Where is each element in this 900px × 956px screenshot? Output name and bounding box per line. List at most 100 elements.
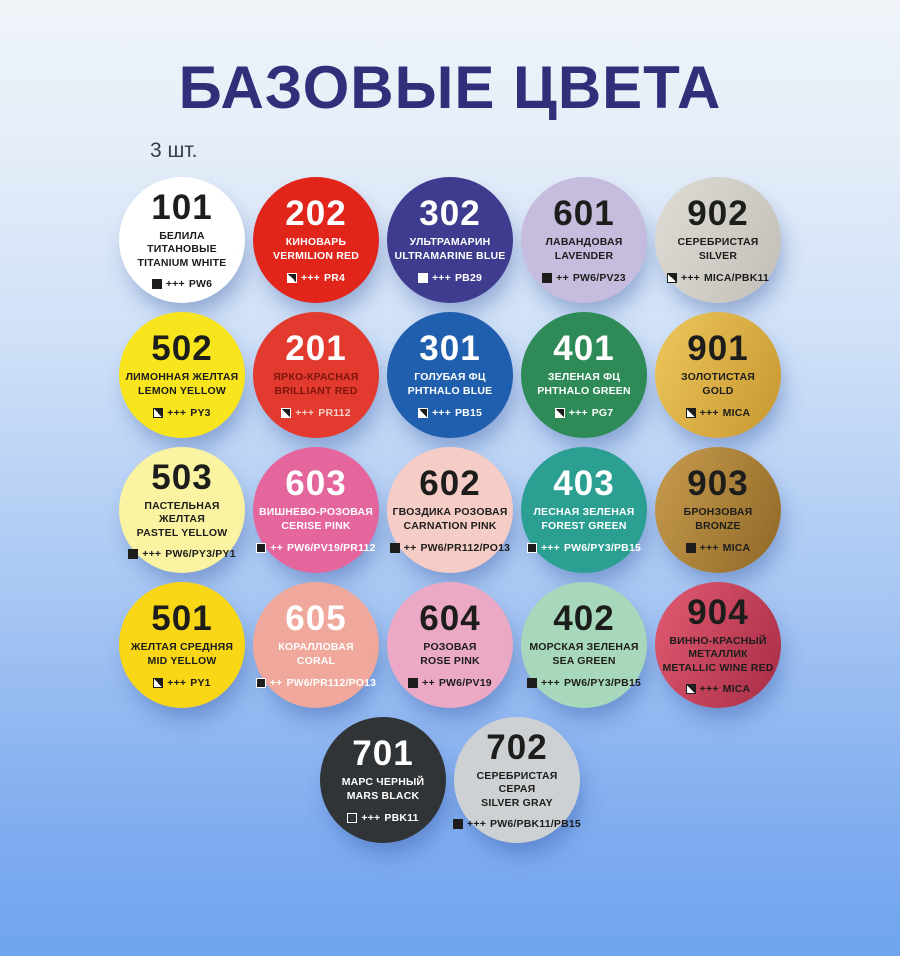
color-number: 603 bbox=[285, 464, 347, 504]
color-swatch-702: 702 СЕРЕБРИСТАЯ СЕРАЯ SILVER GRAY +++ PW… bbox=[453, 717, 581, 843]
opacity-icon bbox=[408, 677, 419, 688]
color-name-en: PHTHALO BLUE bbox=[407, 385, 493, 397]
color-number: 503 bbox=[151, 457, 213, 497]
lightfastness-rating: +++ bbox=[431, 406, 451, 419]
color-name-en: METALLIC WINE RED bbox=[662, 661, 774, 674]
color-swatch-101: 101 БЕЛИЛА ТИТАНОВЫЕ TITANIUM WHITE +++ … bbox=[119, 177, 245, 303]
color-name-ru: БРОНЗОВАЯ bbox=[683, 506, 753, 519]
pigment-code: PW6/PV19 bbox=[438, 676, 492, 689]
color-code-line: +++ PW6/PY3/PB15 bbox=[526, 541, 642, 554]
color-number: 301 bbox=[419, 329, 481, 369]
color-code-line: ++ PW6/PV19/PR112 bbox=[256, 542, 375, 554]
color-name-ru: ЖЕЛТАЯ СРЕДНЯЯ bbox=[130, 641, 234, 654]
color-name-ru: ПАСТЕЛЬНАЯ ЖЕЛТАЯ bbox=[144, 499, 220, 526]
color-name-en: SILVER GRAY bbox=[481, 796, 553, 809]
color-number: 701 bbox=[352, 734, 414, 774]
opacity-icon bbox=[554, 407, 565, 418]
pigment-code: PG7 bbox=[591, 406, 614, 419]
color-name-ru: ГВОЗДИКА РОЗОВАЯ bbox=[392, 506, 508, 519]
swatch-row: 501 ЖЕЛТАЯ СРЕДНЯЯ MID YELLOW +++ PY1 60… bbox=[0, 582, 900, 708]
pigment-code: PB29 bbox=[454, 271, 483, 284]
color-name-en: GOLD bbox=[702, 385, 734, 397]
color-number: 605 bbox=[285, 599, 347, 639]
color-code-line: +++ PB15 bbox=[417, 406, 483, 419]
color-code-line: +++ PW6/PY3/PB15 bbox=[526, 676, 641, 689]
color-name-ru: СЕРЕБРИСТАЯ СЕРАЯ bbox=[476, 769, 558, 796]
pigment-code: PR112 bbox=[318, 406, 351, 419]
color-name-ru: РОЗОВАЯ bbox=[423, 641, 477, 654]
opacity-icon bbox=[255, 677, 266, 688]
color-swatch-501: 501 ЖЕЛТАЯ СРЕДНЯЯ MID YELLOW +++ PY1 bbox=[119, 582, 245, 708]
color-number: 401 bbox=[553, 329, 615, 369]
color-swatch-902: 902 СЕРЕБРИСТАЯ SILVER +++ MICA/PBK11 bbox=[655, 177, 781, 303]
color-number: 302 bbox=[419, 194, 481, 234]
lightfastness-rating: +++ bbox=[361, 811, 381, 824]
color-code-line: +++ PW6/PBK11/PB15 bbox=[453, 818, 581, 830]
color-swatch-201: 201 ЯРКО-КРАСНАЯ BRILLIANT RED +++ PR112 bbox=[253, 312, 379, 438]
opacity-icon bbox=[417, 272, 428, 283]
pigment-code: PB15 bbox=[454, 406, 483, 419]
lightfastness-rating: +++ bbox=[142, 548, 162, 561]
color-name-en: PASTEL YELLOW bbox=[136, 526, 228, 539]
lightfastness-rating: +++ bbox=[300, 271, 320, 284]
lightfastness-rating: +++ bbox=[167, 676, 187, 689]
opacity-icon bbox=[151, 279, 162, 290]
color-code-line: +++ PR4 bbox=[286, 271, 345, 284]
color-code-line: ++ PW6/PR112/PO13 bbox=[255, 677, 376, 689]
color-name-ru: ЛИМОННАЯ ЖЕЛТАЯ bbox=[125, 371, 239, 384]
color-number: 902 bbox=[687, 194, 749, 234]
color-swatch-901: 901 ЗОЛОТИСТАЯ GOLD +++ MICA bbox=[655, 312, 781, 438]
color-name-en: LAVENDER bbox=[554, 250, 614, 262]
color-name-en: VERMILION RED bbox=[272, 250, 360, 262]
color-code-line: +++ MICA bbox=[685, 541, 751, 554]
color-code-line: ++ PW6/PV23 bbox=[542, 272, 626, 284]
opacity-icon bbox=[153, 677, 164, 688]
color-number: 904 bbox=[687, 592, 749, 632]
color-name-en: ROSE PINK bbox=[420, 655, 480, 667]
pigment-code: PW6/PR112/PO13 bbox=[420, 541, 511, 554]
pigment-code: MICA/PBK11 bbox=[703, 271, 769, 284]
lightfastness-rating: +++ bbox=[167, 406, 187, 419]
pigment-code: PW6/PV23 bbox=[572, 271, 626, 284]
color-name-en: SILVER bbox=[698, 250, 738, 262]
color-name-en: CORAL bbox=[296, 655, 336, 667]
opacity-icon bbox=[526, 677, 537, 688]
color-swatch-603: 603 ВИШНЕВО-РОЗОВАЯ CERISE PINK ++ PW6/P… bbox=[253, 447, 379, 573]
color-code-line: +++ PG7 bbox=[554, 406, 614, 419]
color-swatch-701: 701 МАРС ЧЕРНЫЙ MARS BLACK +++ PBK11 bbox=[320, 717, 446, 843]
lightfastness-rating: ++ bbox=[422, 676, 435, 689]
lightfastness-rating: +++ bbox=[295, 406, 315, 419]
color-number: 201 bbox=[285, 329, 347, 369]
pigment-code: PW6/PY3/PB15 bbox=[563, 541, 642, 554]
pigment-code: MICA bbox=[722, 541, 751, 554]
page-title: БАЗОВЫЕ ЦВЕТА bbox=[178, 54, 722, 121]
color-name-ru: ЛАВАНДОВАЯ bbox=[545, 236, 623, 249]
color-code-line: +++ PR112 bbox=[281, 407, 351, 419]
color-swatch-604: 604 РОЗОВАЯ ROSE PINK ++ PW6/PV19 bbox=[387, 582, 513, 708]
color-swatch-503: 503 ПАСТЕЛЬНАЯ ЖЕЛТАЯ PASTEL YELLOW +++ … bbox=[119, 447, 245, 573]
color-name-ru: ЗЕЛЕНАЯ ФЦ bbox=[547, 371, 621, 384]
color-name-ru: КИНОВАРЬ bbox=[285, 236, 347, 249]
color-name-ru: БЕЛИЛА ТИТАНОВЫЕ bbox=[147, 229, 217, 256]
pigment-code: MICA bbox=[722, 406, 751, 419]
color-number: 702 bbox=[486, 727, 548, 767]
color-number: 502 bbox=[151, 329, 213, 369]
color-name-ru: МАРС ЧЕРНЫЙ bbox=[341, 776, 425, 789]
lightfastness-rating: +++ bbox=[540, 676, 560, 689]
pigment-code: PW6 bbox=[188, 278, 213, 291]
color-code-line: +++ MICA/PBK11 bbox=[666, 271, 769, 284]
lightfastness-rating: +++ bbox=[568, 406, 588, 419]
color-number: 601 bbox=[553, 194, 615, 234]
pigment-code: PY3 bbox=[190, 406, 211, 419]
opacity-icon bbox=[542, 272, 553, 283]
color-number: 403 bbox=[553, 464, 615, 504]
color-code-line: +++ PBK11 bbox=[347, 812, 418, 824]
color-code-line: +++ PY1 bbox=[153, 676, 211, 689]
color-name-en: MID YELLOW bbox=[147, 655, 217, 667]
swatch-row: 502 ЛИМОННАЯ ЖЕЛТАЯ LEMON YELLOW +++ PY3… bbox=[0, 312, 900, 438]
opacity-icon bbox=[417, 407, 428, 418]
color-name-ru: ЯРКО-КРАСНАЯ bbox=[273, 371, 359, 384]
pigment-code: PY1 bbox=[190, 676, 211, 689]
color-number: 602 bbox=[419, 464, 481, 504]
swatch-grid: 101 БЕЛИЛА ТИТАНОВЫЕ TITANIUM WHITE +++ … bbox=[0, 177, 900, 843]
